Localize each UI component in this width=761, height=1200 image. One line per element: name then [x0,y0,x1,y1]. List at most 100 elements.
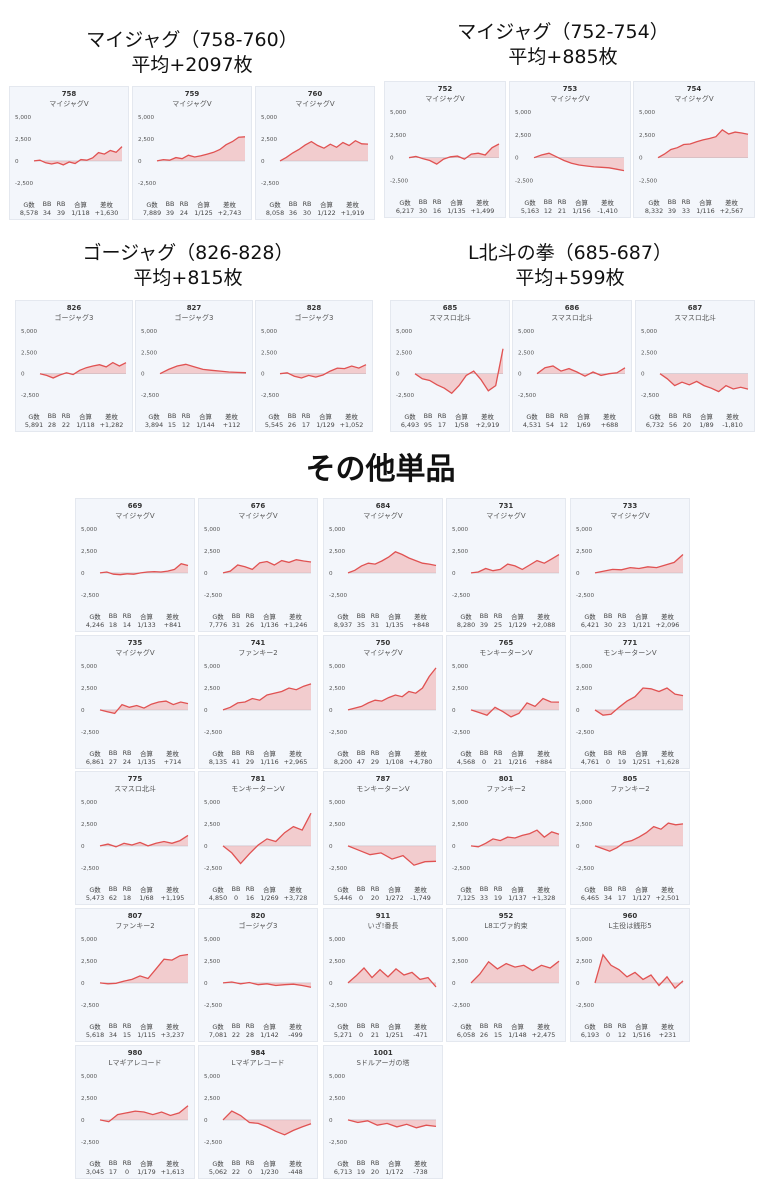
stat-header: RB [122,749,132,757]
stat-header: 差枚 [289,886,302,894]
stat-value: 1/148 [508,1031,527,1039]
stat-header: 合算 [455,413,468,421]
stat-value: 12 [559,421,569,429]
y-tick-label: 0 [204,1118,208,1124]
stat-header: G数 [269,201,281,209]
y-tick-label: 5,000 [81,1074,97,1080]
chart-card-952: 952 L8エヴァ約束 5,000 2,500 0 -2,500 G数 BB RB 合算 差枚 6,0… [446,908,566,1042]
stat-value: 25 [493,621,503,629]
stat-value: +688 [600,421,619,429]
stat-value: 29 [245,758,255,766]
y-tick-label: 5,000 [329,1074,345,1080]
y-tick-label: 2,500 [329,959,345,965]
stat-value: 1/127 [632,894,651,902]
stat-header: BB [479,1022,489,1030]
slump-graph: 5,000 2,500 0 -2,500 [81,527,189,599]
y-tick-label: 5,000 [452,664,468,670]
slump-line [222,683,312,711]
stats-header-row: G数 BB RB 合算 差枚 [326,1022,440,1031]
stat-value: +1,628 [655,758,680,766]
stat-value: 3,045 [85,1168,105,1176]
stats-value-row: 8,578 34 39 1/118 +1,630 [12,209,126,217]
stat-value: 1/142 [260,1031,279,1039]
machine-model: マイジャグV [295,100,335,108]
stat-header: G数 [337,1023,349,1031]
stats-value-row: 4,531 54 12 1/69 +688 [515,421,629,429]
slump-graph: 5,000 2,500 0 -2,500 [204,937,312,1009]
stat-header: G数 [148,413,160,421]
stat-header: 合算 [263,1023,276,1031]
y-tick-label: 2,500 [329,1096,345,1102]
stat-value: 6,493 [400,421,420,429]
stats-table: G数 BB RB 合算 差枚 5,545 26 17 1/129 +1,052 [258,412,370,429]
y-tick-label: 0 [518,372,522,378]
stat-value: 1/115 [137,1031,156,1039]
y-tick-label: -2,500 [452,866,470,872]
stats-header-row: G数 BB RB 合算 差枚 [18,412,130,421]
stat-value: 12 [543,207,553,215]
stat-header: BB [47,412,57,420]
slump-graph: 5,000 2,500 0 -2,500 [452,800,560,872]
slump-area [100,954,188,984]
slump-area [660,373,748,392]
y-tick-label: -2,500 [204,866,222,872]
slump-graph: 5,000 2,500 0 -2,500 [15,115,123,187]
chart-card-685: 685 スマスロ北斗 5,000 2,500 0 -2,500 G数 BB RB 合算 差枚 6,49… [390,300,510,432]
stats-header-row: G数 BB RB 合算 差枚 [201,1159,315,1168]
stats-table: G数 BB RB 合算 差枚 4,761 0 19 1/251 +1,628 [573,749,687,766]
stat-value: 1/125 [194,209,213,217]
chart-card-676: 676 マイジャグV 5,000 2,500 0 -2,500 G数 BB RB 合算 差枚 7,77… [198,498,318,632]
stats-table: G数 BB RB 合算 差枚 5,473 62 18 1/68 +1,195 [78,885,192,902]
stat-value: 21 [557,207,567,215]
stats-header-row: G数 BB RB 合算 差枚 [201,885,315,894]
stats-value-row: 5,891 28 22 1/118 +1,282 [18,421,130,429]
stat-header: RB [179,200,189,208]
stat-value: +1,499 [470,207,495,215]
stat-value: +3,728 [283,894,308,902]
stat-header: G数 [89,1023,101,1031]
stat-header: RB [301,412,311,420]
stat-header: 合算 [699,199,712,207]
slump-graph: 5,000 2,500 0 -2,500 [81,664,189,736]
slump-line [347,845,437,866]
stat-header: 差枚 [601,199,614,207]
stat-header: 合算 [320,201,333,209]
stat-value: +884 [534,758,553,766]
stat-header: G数 [648,199,660,207]
stat-header: G数 [212,1160,224,1168]
chart-card-687: 687 スマスロ北斗 5,000 2,500 0 -2,500 G数 BB RB 合算 差枚 6,73… [635,300,755,432]
stat-header: RB [559,412,569,420]
slump-area [100,835,188,847]
stat-value: -499 [288,1031,303,1039]
slump-area [223,982,311,988]
y-tick-label: -2,500 [204,1003,222,1009]
y-tick-label: 5,000 [452,527,468,533]
stat-value: 5,163 [520,207,540,215]
stat-header: BB [231,1022,241,1030]
y-tick-label: -2,500 [390,179,408,185]
chart-card-752: 752 マイジャグV 5,000 2,500 0 -2,500 G数 BB RB 合算 差枚 6,21… [384,81,506,218]
y-tick-label: -2,500 [329,866,347,872]
slump-area [534,153,624,171]
stat-header: BB [356,1159,366,1167]
stat-value: 22 [231,1168,241,1176]
slump-area [280,140,368,161]
stat-header: BB [543,198,553,206]
y-tick-label: 5,000 [329,664,345,670]
stat-value: 0 [605,758,611,766]
stat-header: 差枚 [166,886,179,894]
machine-model: L主役は銭形5 [608,922,652,930]
slump-line [99,834,189,848]
slump-graph: 5,000 2,500 0 -2,500 [329,527,437,599]
slump-area [348,667,436,710]
stat-value: 17 [437,421,447,429]
y-tick-label: 0 [261,159,265,165]
stat-value: 30 [603,621,613,629]
stats-header-row: G数 BB RB 合算 差枚 [449,1022,563,1031]
stats-value-row: 6,421 30 23 1/121 +2,096 [573,621,687,629]
stat-header: BB [418,198,428,206]
chart-card-826: 826 ゴージャグ3 5,000 2,500 0 -2,500 G数 BB RB 合算 差枚 5,89… [15,300,133,432]
stats-value-row: 8,937 35 31 1/135 +848 [326,621,440,629]
y-tick-label: -2,500 [81,1003,99,1009]
stat-header: BB [108,1022,118,1030]
